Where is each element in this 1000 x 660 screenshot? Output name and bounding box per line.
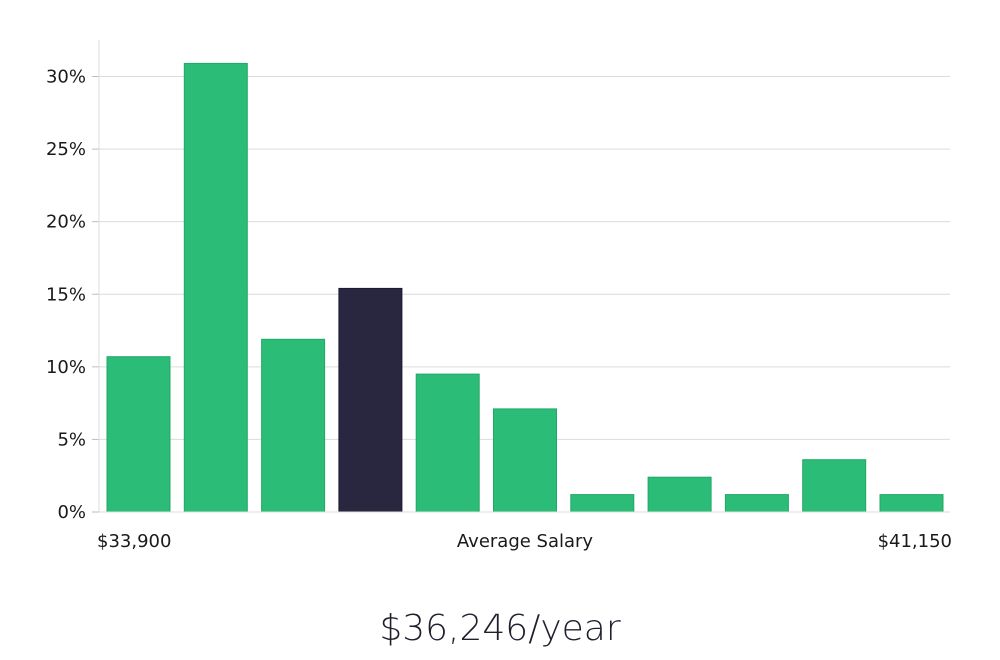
bar bbox=[802, 459, 867, 513]
bar bbox=[724, 494, 789, 513]
bar bbox=[647, 476, 712, 513]
bar-highlighted bbox=[338, 287, 403, 513]
y-axis-ticks: 0% 5% 10% 15% 20% 25% 30% bbox=[46, 67, 99, 523]
bar bbox=[570, 494, 635, 513]
bar bbox=[183, 62, 248, 513]
y-tick-label: 20% bbox=[46, 212, 86, 233]
x-axis-title: Average Salary bbox=[457, 531, 594, 552]
y-tick-label: 30% bbox=[46, 67, 86, 88]
x-axis-max-label: $41,150 bbox=[878, 531, 952, 552]
bars bbox=[106, 62, 944, 513]
y-tick-label: 5% bbox=[57, 429, 86, 450]
y-tick-label: 10% bbox=[46, 357, 86, 378]
y-tick-label: 0% bbox=[57, 502, 86, 523]
bar bbox=[493, 408, 557, 513]
bar bbox=[415, 373, 480, 513]
bar bbox=[261, 338, 326, 513]
x-axis-min-label: $33,900 bbox=[97, 531, 171, 552]
y-tick-label: 25% bbox=[46, 139, 86, 160]
bar bbox=[879, 494, 944, 513]
average-salary-headline: $36,246/year bbox=[379, 608, 621, 649]
y-tick-label: 15% bbox=[46, 284, 86, 305]
salary-histogram: 0% 5% 10% 15% 20% 25% 30% $33,900 Average Sala… bbox=[46, 40, 952, 552]
bar bbox=[106, 356, 171, 513]
